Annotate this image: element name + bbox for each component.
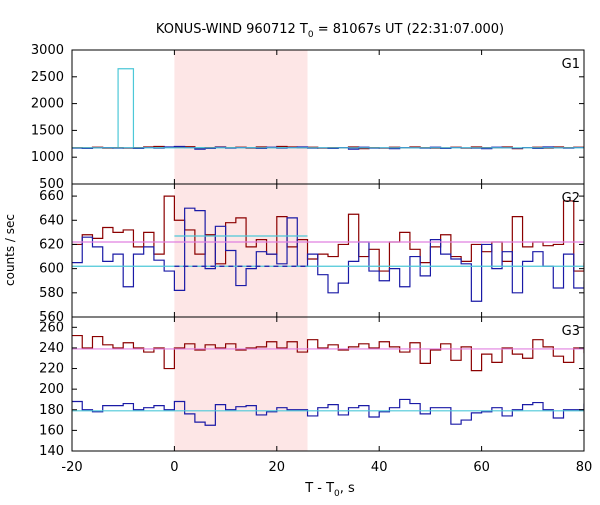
y-tick-label: 2500 [31, 70, 64, 85]
y-tick-label: 160 [39, 423, 64, 438]
y-axis-label: counts / sec [3, 214, 17, 286]
series-group [72, 68, 584, 150]
shaded-interval [174, 317, 308, 451]
series-group [72, 195, 584, 302]
panels-layer: 50010001500200025003000G1560580600620640… [31, 43, 592, 475]
y-tick-label: 260 [39, 320, 64, 335]
y-tick-label: 1500 [31, 123, 64, 138]
y-tick-label: 240 [39, 341, 64, 356]
x-tick-label: 40 [371, 460, 388, 475]
chart-title: KONUS-WIND 960712 T0 = 81067s UT (22:31:… [156, 22, 504, 40]
x-axis-label: T - T0, s [304, 481, 355, 499]
series-red-series-0 [72, 334, 584, 372]
series-blue-series-1 [72, 207, 584, 302]
y-tick-label: 200 [39, 382, 64, 397]
y-tick-label: 180 [39, 403, 64, 418]
panel-g3: 140 160 180 200 220 240 260 G3 [39, 316, 585, 459]
x-tick-label: 60 [473, 460, 490, 475]
panel-label: G1 [562, 57, 580, 72]
y-tick-label: 640 [39, 213, 64, 228]
panel-label: G2 [562, 191, 580, 206]
x-tick-label: 20 [269, 460, 286, 475]
panel-frame [71, 49, 585, 185]
y-tick-label: 580 [39, 286, 64, 301]
series-group [72, 334, 584, 426]
x-tick-label: -20 [61, 460, 82, 475]
series-blue-series-1 [72, 398, 584, 426]
y-tick-label: 220 [39, 362, 64, 377]
y-tick-label: 620 [39, 237, 64, 252]
series-red-series-0 [72, 195, 584, 272]
shaded-interval [174, 184, 308, 317]
y-tick-label: 500 [39, 177, 64, 192]
y-tick-label: 3000 [31, 43, 64, 58]
panel-frame [71, 183, 585, 318]
y-tick-label: 1000 [31, 150, 64, 165]
x-tick-label: 80 [576, 460, 593, 475]
panel-frame [71, 316, 585, 452]
y-tick-label: 600 [39, 262, 64, 277]
panel-label: G3 [562, 324, 580, 339]
y-tick-label: 660 [39, 189, 64, 204]
shaded-interval [174, 50, 308, 184]
panel-g2: 560 580 600 620 640 660 G2 [39, 183, 585, 325]
y-tick-label: 140 [39, 444, 64, 459]
y-tick-label: 560 [39, 310, 64, 325]
y-tick-label: 2000 [31, 97, 64, 112]
panel-g1: 500 1000 1500 2000 2500 3000 G1 [31, 43, 585, 192]
x-tick-label: 0 [170, 460, 178, 475]
